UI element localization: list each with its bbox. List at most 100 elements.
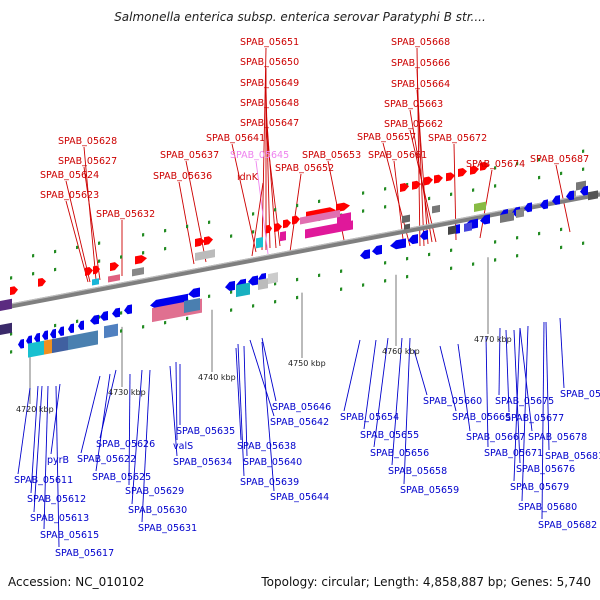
- lane-tick[interactable]: [164, 246, 167, 251]
- forward-gene-block[interactable]: [300, 209, 340, 225]
- lane-tick[interactable]: [582, 241, 585, 246]
- bottom-gene-label[interactable]: SPAB_05629: [125, 486, 184, 497]
- bottom-gene-label[interactable]: SPAB_05638: [237, 441, 296, 452]
- bottom-gene-label[interactable]: SPAB_05640: [243, 457, 302, 468]
- top-gene-label[interactable]: SPAB_05662: [384, 119, 443, 130]
- forward-gene-arrow[interactable]: [93, 265, 100, 275]
- forward-gene-block[interactable]: [432, 204, 440, 214]
- bottom-gene-label[interactable]: SPAB_05646: [272, 402, 331, 413]
- lane-tick[interactable]: [538, 175, 541, 180]
- reverse-gene-arrow[interactable]: [225, 280, 235, 291]
- lane-tick[interactable]: [54, 249, 57, 254]
- bottom-gene-label[interactable]: valS: [173, 441, 193, 452]
- top-gene-label[interactable]: SPAB_05652: [275, 163, 334, 174]
- forward-gene-block[interactable]: [132, 267, 144, 277]
- reverse-gene-arrow[interactable]: [360, 249, 370, 260]
- lane-tick[interactable]: [516, 161, 519, 166]
- reverse-gene-arrow[interactable]: [552, 195, 560, 205]
- lane-tick[interactable]: [516, 235, 519, 240]
- lane-tick[interactable]: [32, 253, 35, 258]
- lane-tick[interactable]: [230, 308, 233, 312]
- bottom-gene-label[interactable]: SPAB_05644: [270, 492, 329, 503]
- lane-tick[interactable]: [98, 241, 101, 245]
- reverse-gene-block[interactable]: [588, 190, 598, 201]
- bottom-gene-label[interactable]: SPAB_05625: [92, 472, 151, 483]
- forward-gene-arrow[interactable]: [336, 202, 350, 213]
- lane-tick[interactable]: [582, 167, 585, 172]
- lane-tick[interactable]: [120, 255, 123, 259]
- forward-gene-block[interactable]: [108, 274, 120, 283]
- bottom-gene-label[interactable]: SPAB_05626: [96, 439, 155, 450]
- lane-tick[interactable]: [76, 245, 79, 250]
- lane-tick[interactable]: [560, 227, 563, 232]
- forward-gene-arrow[interactable]: [195, 237, 205, 247]
- bottom-gene-label[interactable]: SPAB_05642: [270, 417, 329, 428]
- top-gene-label[interactable]: SPAB_05687: [530, 154, 589, 165]
- forward-gene-arrow[interactable]: [446, 172, 455, 182]
- lane-tick[interactable]: [362, 191, 365, 195]
- top-gene-label[interactable]: SPAB_05632: [96, 209, 155, 220]
- lane-tick[interactable]: [120, 311, 123, 315]
- lane-tick[interactable]: [340, 287, 343, 291]
- forward-gene-block[interactable]: [337, 212, 351, 225]
- forward-gene-arrow[interactable]: [204, 236, 213, 246]
- reverse-gene-arrow[interactable]: [150, 293, 188, 309]
- bottom-gene-label[interactable]: SPAB_05654: [340, 412, 399, 423]
- reverse-gene-arrow[interactable]: [68, 323, 74, 334]
- top-gene-label[interactable]: SPAB_05672: [428, 133, 487, 144]
- top-gene-label[interactable]: SPAB_05649: [240, 78, 299, 89]
- reverse-gene-arrow[interactable]: [524, 202, 532, 213]
- lane-tick[interactable]: [230, 290, 233, 294]
- reverse-gene-arrow[interactable]: [408, 234, 418, 245]
- lane-tick[interactable]: [450, 266, 453, 271]
- lane-tick[interactable]: [186, 224, 189, 229]
- forward-gene-arrow[interactable]: [10, 286, 18, 296]
- top-gene-label[interactable]: SPAB_05653: [302, 150, 361, 161]
- lane-tick[interactable]: [32, 271, 35, 276]
- lane-tick[interactable]: [384, 187, 387, 191]
- forward-gene-arrow[interactable]: [135, 255, 147, 265]
- bottom-gene-label[interactable]: SPAB_05612: [27, 494, 86, 505]
- bottom-gene-label[interactable]: SPAB_05667: [466, 432, 525, 443]
- lane-tick[interactable]: [538, 157, 541, 162]
- reverse-gene-block[interactable]: [52, 336, 68, 354]
- bottom-gene-label[interactable]: SPAB_05660: [423, 396, 482, 407]
- reverse-gene-arrow[interactable]: [18, 338, 24, 349]
- lane-tick[interactable]: [538, 231, 541, 236]
- bottom-gene-label[interactable]: SPAB_05639: [240, 477, 299, 488]
- reverse-gene-block[interactable]: [184, 298, 200, 314]
- reverse-gene-arrow[interactable]: [100, 310, 108, 321]
- lane-tick[interactable]: [318, 273, 321, 278]
- lane-tick[interactable]: [406, 256, 409, 261]
- forward-gene-block[interactable]: [195, 249, 215, 261]
- top-gene-label[interactable]: SPAB_05637: [160, 150, 219, 161]
- lane-tick[interactable]: [120, 329, 123, 333]
- lane-tick[interactable]: [384, 261, 387, 265]
- forward-gene-block[interactable]: [256, 237, 263, 249]
- reverse-gene-arrow[interactable]: [566, 190, 574, 201]
- lane-tick[interactable]: [164, 228, 167, 233]
- forward-gene-arrow[interactable]: [412, 180, 421, 190]
- reverse-gene-arrow[interactable]: [372, 244, 382, 255]
- bottom-gene-label[interactable]: SPAB_05680: [518, 502, 577, 513]
- bottom-gene-label[interactable]: SPAB_05656: [370, 448, 429, 459]
- forward-gene-arrow[interactable]: [283, 219, 291, 229]
- top-gene-label[interactable]: SPAB_05666: [391, 58, 450, 69]
- reverse-gene-arrow[interactable]: [390, 238, 406, 250]
- forward-gene-block[interactable]: [92, 278, 99, 286]
- reverse-gene-arrow[interactable]: [42, 330, 48, 341]
- bottom-gene-label[interactable]: SPAB_05634: [173, 457, 232, 468]
- reverse-gene-block[interactable]: [236, 282, 250, 298]
- reverse-gene-block[interactable]: [464, 222, 472, 232]
- bottom-gene-label[interactable]: SPAB_05675: [495, 396, 554, 407]
- lane-tick[interactable]: [406, 274, 409, 279]
- reverse-gene-block[interactable]: [268, 272, 278, 285]
- top-gene-label[interactable]: SPAB_05661: [368, 150, 427, 161]
- lane-tick[interactable]: [582, 149, 585, 154]
- reverse-gene-arrow[interactable]: [420, 230, 428, 241]
- top-gene-label[interactable]: SPAB_05627: [58, 156, 117, 167]
- forward-gene-block[interactable]: [474, 201, 486, 212]
- forward-gene-block[interactable]: [402, 214, 410, 224]
- lane-tick[interactable]: [252, 304, 255, 308]
- lane-tick[interactable]: [472, 188, 475, 192]
